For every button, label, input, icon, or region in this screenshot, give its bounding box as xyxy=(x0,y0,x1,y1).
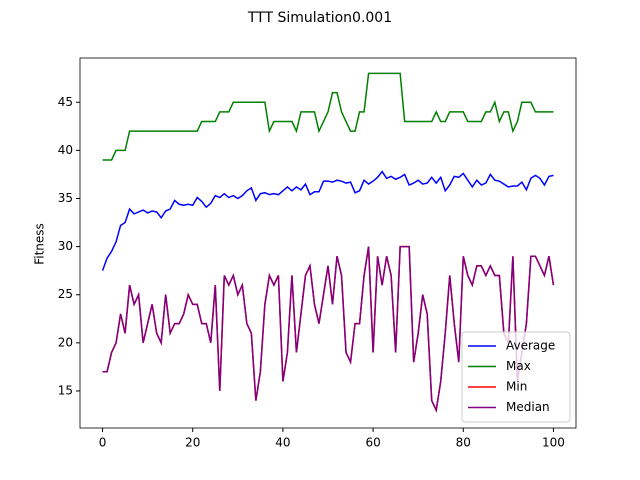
series-line xyxy=(102,245,555,413)
x-tick-label: 60 xyxy=(365,436,380,450)
y-tick-label: 45 xyxy=(58,95,73,109)
legend-label: Max xyxy=(506,359,531,373)
y-tick-label: 25 xyxy=(58,287,73,301)
chart-title: TTT Simulation0.001 xyxy=(247,10,392,26)
y-tick-label: 30 xyxy=(58,239,73,253)
x-tick-label: 80 xyxy=(456,436,471,450)
y-tick-label: 40 xyxy=(58,143,73,157)
x-tick-label: 100 xyxy=(542,436,565,450)
x-tick-label: 40 xyxy=(275,436,290,450)
y-tick-label: 15 xyxy=(58,383,73,397)
legend-label: Min xyxy=(506,380,527,394)
series-line xyxy=(102,72,554,161)
legend-box xyxy=(461,331,571,423)
x-tick-label: 20 xyxy=(185,436,200,450)
y-tick-label: 20 xyxy=(58,335,73,349)
y-axis-label: Fitness xyxy=(33,223,47,265)
y-tick-label: 35 xyxy=(58,191,73,205)
plot-frame xyxy=(79,57,577,429)
x-tick-label: 0 xyxy=(99,436,107,450)
series-line xyxy=(101,170,554,271)
legend-label: Average xyxy=(506,339,555,353)
legend-label: Median xyxy=(506,400,550,414)
